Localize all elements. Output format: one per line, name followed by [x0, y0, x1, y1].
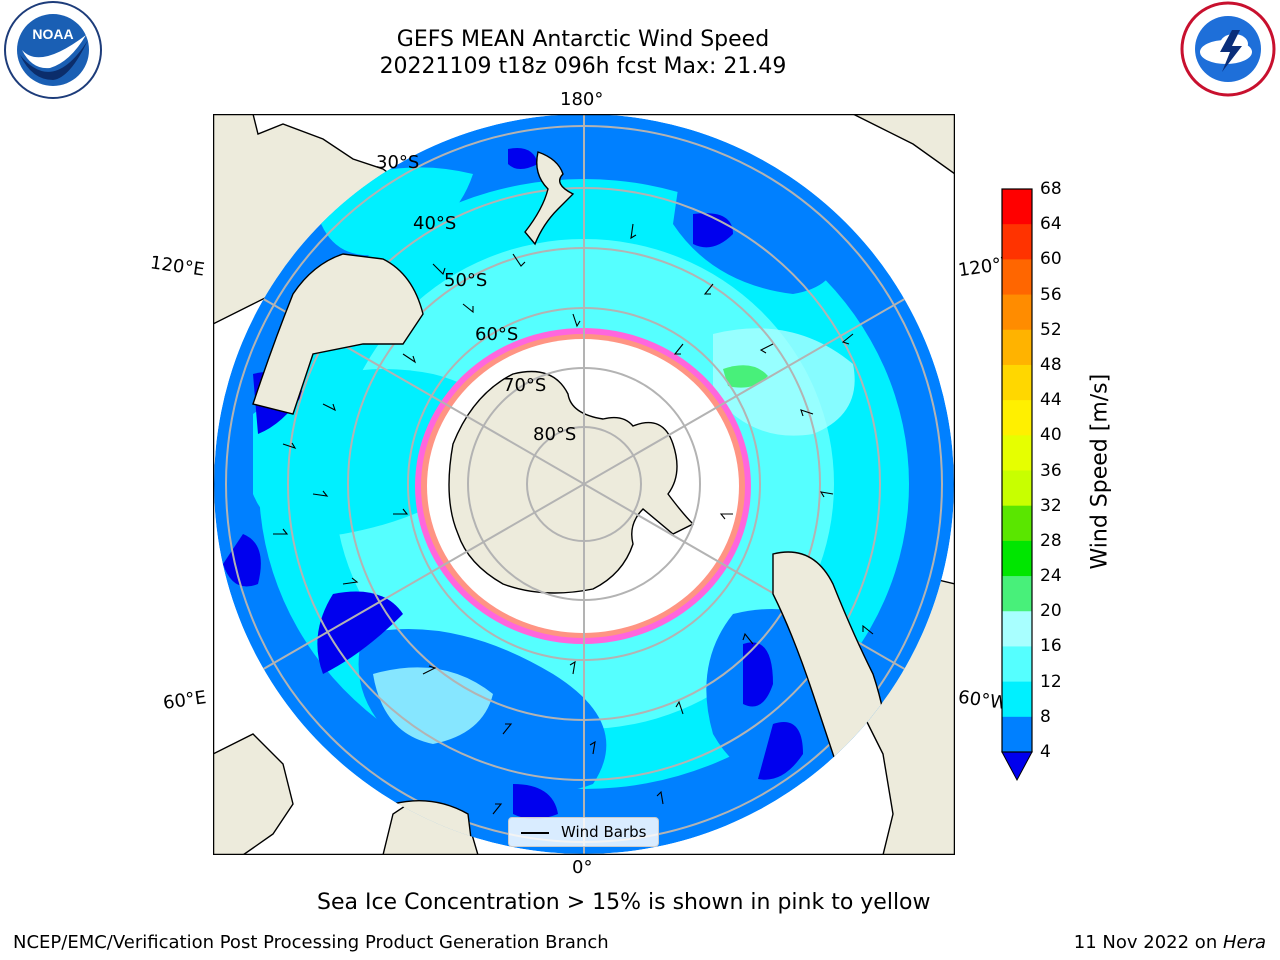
polar-map [213, 114, 955, 855]
colorbar-band [1002, 505, 1032, 542]
chart-title: GEFS MEAN Antarctic Wind Speed [396, 27, 770, 52]
colorbar-band [1002, 681, 1032, 718]
lat-label-40s: 40°S [413, 213, 457, 234]
colorbar-tick-label: 36 [1040, 460, 1062, 481]
wind-barb-legend-line [521, 832, 549, 834]
colorbar-tick-label: 32 [1040, 495, 1062, 516]
colorbar-label: Wind Speed [m/s] [1087, 373, 1113, 570]
legend-label: Wind Barbs [561, 823, 647, 841]
colorbar-tick-label: 20 [1040, 601, 1062, 622]
lat-label-70s: 70°S [503, 375, 547, 396]
lat-label-50s: 50°S [444, 270, 488, 291]
noaa-logo-text: NOAA [32, 26, 73, 42]
footer-left: NCEP/EMC/Verification Post Processing Pr… [13, 932, 609, 953]
colorbar-tick-label: 64 [1040, 214, 1062, 235]
lon-label-120e: 120°E [148, 252, 206, 281]
colorbar-band [1002, 364, 1032, 401]
colorbar-band [1002, 400, 1032, 436]
colorbar-tick-label: 12 [1040, 671, 1062, 692]
colorbar-band [1002, 576, 1032, 612]
lon-label-180: 180° [560, 89, 604, 110]
colorbar-band [1002, 259, 1032, 296]
map-frame [213, 114, 955, 855]
colorbar-band [1002, 540, 1032, 577]
colorbar-band [1002, 716, 1032, 753]
colorbar-band [1002, 224, 1032, 260]
colorbar-tick-label: 44 [1040, 390, 1062, 411]
colorbar-tick-label: 4 [1040, 742, 1051, 762]
colorbar [1001, 188, 1033, 782]
colorbar-tick-label: 24 [1040, 566, 1062, 587]
chart-subtitle: 20221109 t18z 096h fcst Max: 21.49 [379, 54, 787, 79]
footer-host: Hera [1222, 932, 1266, 953]
lat-label-80s: 80°S [533, 424, 577, 445]
footer-date: 11 Nov 2022 on [1073, 932, 1223, 953]
colorbar-band [1002, 646, 1032, 683]
colorbar-band [1002, 329, 1032, 366]
colorbar-tick-label: 16 [1040, 636, 1062, 657]
colorbar-tick-label: 28 [1040, 530, 1062, 551]
colorbar-band [1002, 611, 1032, 647]
colorbar-tick-label: 68 [1040, 179, 1062, 199]
colorbar-tick-label: 56 [1040, 284, 1062, 305]
colorbar-tick-label: 40 [1040, 425, 1062, 446]
colorbar-band [1002, 435, 1032, 471]
antarctica [448, 370, 695, 594]
sea-ice-caption: Sea Ice Concentration > 15% is shown in … [317, 890, 931, 915]
colorbar-frame [1001, 188, 1033, 753]
colorbar-extend-arrow [1001, 751, 1033, 782]
colorbar-tick-label: 60 [1040, 249, 1062, 270]
noaa-logo: NOAA [4, 1, 102, 99]
nws-logo [1180, 1, 1276, 97]
lon-label-0: 0° [572, 857, 593, 878]
footer-right: 11 Nov 2022 on Hera [1074, 932, 1266, 953]
lon-label-60e: 60°E [161, 687, 208, 714]
colorbar-band [1002, 189, 1032, 225]
lat-label-30s: 30°S [376, 152, 420, 173]
colorbar-tick-label: 52 [1040, 319, 1062, 340]
colorbar-band [1002, 294, 1032, 331]
colorbar-band [1002, 470, 1032, 507]
colorbar-tick-label: 8 [1040, 706, 1051, 727]
map-legend: Wind Barbs [508, 817, 659, 847]
lat-label-60s: 60°S [475, 324, 519, 345]
colorbar-tick-label: 48 [1040, 354, 1062, 375]
